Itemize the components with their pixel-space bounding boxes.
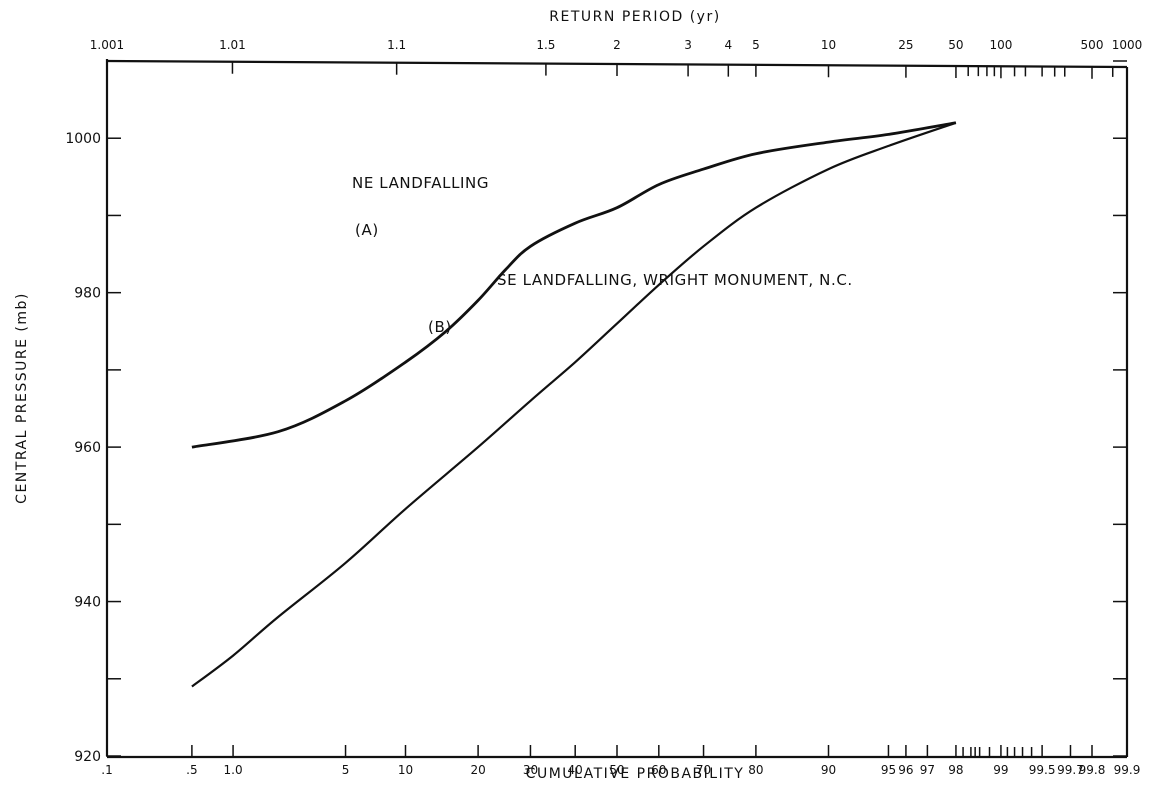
- y-axis-title: CENTRAL PRESSURE (mb): [14, 292, 30, 504]
- x-tick-label: 5: [342, 763, 350, 777]
- top-ticks: 1.001 1.01 1.1 1.5 2 3 4 5 10 25 50 100 500 1000: [90, 38, 1143, 79]
- top-tick-label: 5: [752, 38, 760, 52]
- x-tick-label: 60: [651, 763, 666, 777]
- series-a-annotation: NE LANDFALLING: [352, 174, 489, 192]
- top-tick-label: 3: [684, 38, 692, 52]
- x-tick-label: 95: [881, 763, 896, 777]
- x-tick-label: 99.5: [1029, 763, 1056, 777]
- axes: [105, 59, 1129, 759]
- x-tick-label: 20: [470, 763, 485, 777]
- top-tick-label: 100: [989, 38, 1012, 52]
- x-tick-label: 96: [898, 763, 913, 777]
- y-tick-label: 980: [74, 286, 101, 302]
- y-tick-label: 960: [74, 440, 101, 456]
- x-axis-title: CUMULATIVE PROBABILITY: [526, 766, 745, 782]
- series-line-a: [191, 121, 957, 449]
- x-tick-label: 99.7: [1057, 763, 1084, 777]
- x-tick-label: 10: [398, 763, 413, 777]
- top-tick-label: 1000: [1112, 38, 1143, 52]
- top-tick-label: 50: [948, 38, 963, 52]
- top-tick-label: 1.001: [90, 38, 124, 52]
- top-tick-label: 500: [1081, 38, 1104, 52]
- x-tick-label: 99: [993, 763, 1008, 777]
- x-tick-label: 97: [920, 763, 935, 777]
- series-line-b: [191, 121, 957, 688]
- x-tick-label: 40: [568, 763, 583, 777]
- top-tick-label: 10: [821, 38, 836, 52]
- series-b-annotation: SE LANDFALLING, WRIGHT MONUMENT, N.C.: [497, 271, 853, 289]
- top-tick-label: 1.01: [219, 38, 246, 52]
- x-tick-label: 50: [609, 763, 624, 777]
- x-tick-label: .5: [186, 763, 197, 777]
- x-tick-label: 90: [821, 763, 836, 777]
- bottom-ticks: .1 .5 1.0 5 10 20 30 40 50 60 70 80 90 95 96 97 98 99 99.5…: [101, 745, 1140, 777]
- x-tick-label: 30: [523, 763, 538, 777]
- x-tick-label: .1: [101, 763, 112, 777]
- x-tick-label: 70: [696, 763, 711, 777]
- top-tick-label: 2: [613, 38, 621, 52]
- y-tick-label: 920: [74, 749, 101, 765]
- top-tick-label: 1.5: [536, 38, 555, 52]
- top-tick-label: 25: [898, 38, 913, 52]
- top-tick-label: 4: [724, 38, 732, 52]
- x-tick-label: 99.9: [1114, 763, 1141, 777]
- y-ticks: 920 940 960 980 1000: [65, 60, 1127, 765]
- x-tick-label: 99.8: [1079, 763, 1106, 777]
- series-lines: [191, 121, 957, 688]
- y-tick-label: 1000: [65, 131, 101, 147]
- y-tick-label: 940: [74, 595, 101, 611]
- x-tick-label: 98: [948, 763, 963, 777]
- top-axis-title: RETURN PERIOD (yr): [549, 9, 720, 25]
- series-b-label: (B): [428, 318, 452, 336]
- top-tick-label: 1.1: [387, 38, 406, 52]
- x-tick-label: 80: [748, 763, 763, 777]
- series-a-label: (A): [355, 221, 379, 239]
- x-tick-label: 1.0: [224, 763, 243, 777]
